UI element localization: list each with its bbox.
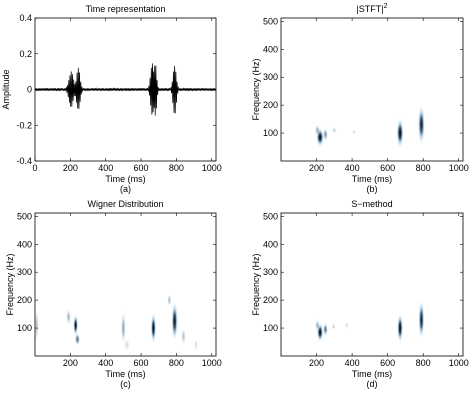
energy-blob [417,104,426,145]
y-axis-label: Amplitude [1,69,11,109]
title-superscript: 2 [384,3,388,10]
x-tick-label: 800 [169,358,184,368]
panel-a: 0 200 400 600 800 1000 0.4 0.2 0 -0.2 -0.4 Time rep… [1,4,222,194]
y-tick-label: 500 [17,211,32,221]
energy-blob [351,128,357,135]
y-axis-label: Frequency (Hz) [251,253,261,315]
energy-blob [331,126,338,134]
x-tick-label: 800 [169,163,184,173]
x-tick-label: 800 [416,358,431,368]
y-tick-label: 400 [17,239,32,249]
plot-frame [280,17,464,162]
energy-blob [322,127,329,142]
y-tick-label: 300 [263,267,278,277]
energy-blob [120,310,127,346]
x-tick-label: 200 [309,163,324,173]
y-tick-label: 0.2 [19,49,32,59]
panel-d: 200 400 600 800 1000 500 400 300 200 100 S−method T… [251,199,469,389]
y-tick-label: 0 [27,85,32,95]
x-tick-label: 1000 [202,163,222,173]
y-tick-label: -0.2 [16,120,32,130]
x-tick-label: 1000 [449,358,469,368]
energy-blob [396,117,404,149]
y-tick-label: -0.4 [16,156,32,166]
plot-frame [34,212,217,357]
y-tick-label: 400 [263,44,278,54]
energy-blob [322,322,328,337]
energy-blob [171,300,179,342]
y-tick-label: 0.4 [19,13,32,23]
panel-sublabel: (d) [367,379,378,389]
energy-blob [330,323,336,331]
y-tick-label: 100 [263,128,278,138]
y-tick-label: 200 [17,295,32,305]
energy-blob [73,314,79,337]
y-tick-label: 400 [263,239,278,249]
x-axis-label: Time (ms) [105,174,145,184]
x-axis-label: Time (ms) [352,174,392,184]
x-tick-label: 1000 [202,358,222,368]
x-tick-label: 0 [32,163,37,173]
x-tick-label: 600 [380,358,395,368]
x-tick-label: 800 [416,163,431,173]
y-tick-label: 300 [17,267,32,277]
panel-title: Wigner Distribution [87,199,163,209]
x-tick-label: 200 [63,358,78,368]
x-tick-label: 400 [345,358,360,368]
x-tick-label: 400 [98,163,113,173]
x-tick-label: 400 [98,358,113,368]
panel-title: |STFT|2 [356,3,387,14]
x-axis-label: Time (ms) [352,369,392,379]
x-tick-label: 200 [309,358,324,368]
energy-blob [123,338,131,352]
x-tick-label: 600 [380,163,395,173]
x-tick-label: 1000 [449,163,469,173]
panel-sublabel: (c) [120,379,131,389]
x-tick-label: 600 [134,163,149,173]
y-tick-label: 300 [263,72,278,82]
energy-blob [396,312,404,344]
panel-c: 200 400 600 800 1000 500 400 300 200 100 Wigner Di… [5,199,222,389]
x-tick-label: 600 [134,358,149,368]
y-axis-label: Frequency (Hz) [251,58,261,120]
energy-blob [193,338,199,352]
panel-sublabel: (a) [120,184,131,194]
energy-blob [65,307,72,326]
energy-blob [314,319,320,332]
energy-blob [167,293,172,307]
energy-blob [74,332,81,346]
y-tick-label: 500 [263,16,278,26]
y-tick-label: 500 [263,211,278,221]
y-tick-label: 200 [263,295,278,305]
x-tick-label: 400 [345,163,360,173]
energy-blob [418,299,425,340]
panel-title: Time representation [86,4,166,14]
energy-blob [314,124,321,137]
x-tick-label: 200 [63,163,78,173]
panel-sublabel: (b) [367,184,378,194]
panel-title: S−method [351,199,392,209]
energy-blob [344,321,350,329]
panel-b: 200 400 600 800 1000 500 400 300 200 100 |STFT|2 Ti… [251,3,469,194]
x-axis-label: Time (ms) [105,369,145,379]
energy-blob [150,312,157,344]
signal-line [35,63,216,116]
y-tick-label: 100 [17,323,32,333]
plot-frame [280,212,464,357]
y-tick-label: 200 [263,100,278,110]
energy-blob [180,327,187,346]
energy-blob [35,307,40,344]
y-axis-label: Frequency (Hz) [5,253,15,315]
y-tick-label: 100 [263,323,278,333]
